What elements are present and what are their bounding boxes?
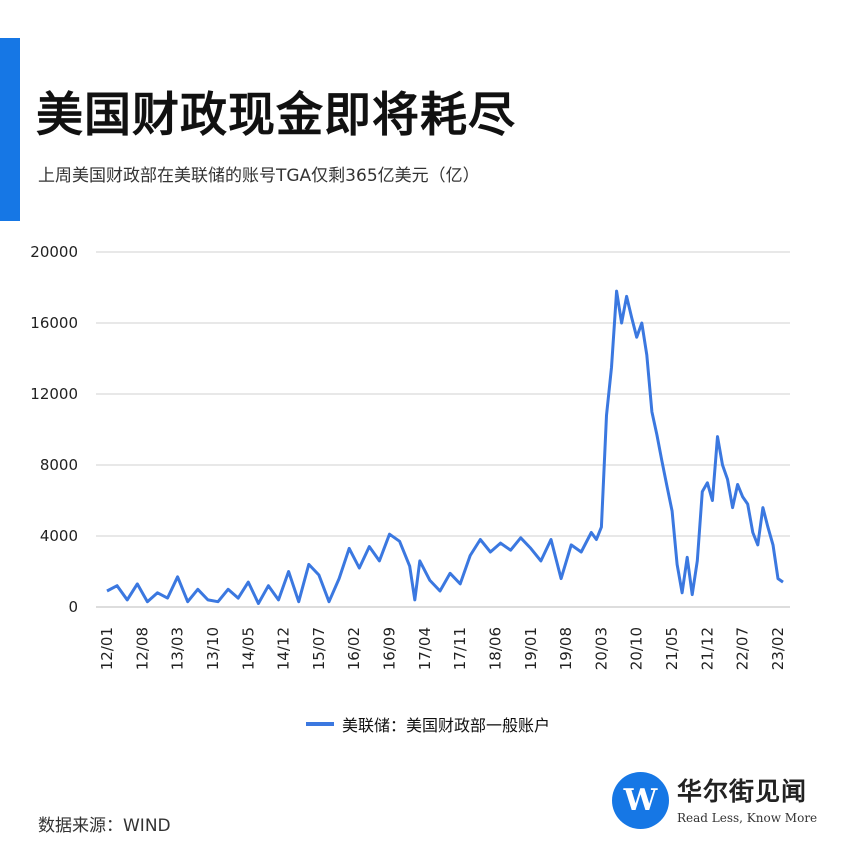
x-tick-label: 14/12 [275,627,293,670]
x-tick-label: 19/01 [522,627,540,670]
x-tick-label: 20/03 [592,627,610,670]
legend-line-swatch [306,722,334,726]
y-tick-label: 16000 [30,314,78,332]
x-tick-label: 22/07 [734,627,752,670]
series-line [106,289,784,605]
x-tick-label: 19/08 [557,627,575,670]
grid-lines [96,251,790,608]
logo-name: 华尔街见闻 [677,776,808,806]
legend-label: 美联储：美国财政部一般账户 [342,716,551,735]
y-tick-label: 8000 [40,456,78,474]
x-tick-label: 21/05 [663,627,681,670]
x-tick-label: 15/07 [310,627,328,670]
brand-logo: W 华尔街见闻 Read Less, Know More [612,772,817,829]
x-tick-label: 23/02 [769,627,787,670]
x-tick-label: 12/01 [98,627,116,670]
x-tick-label: 16/09 [381,627,399,670]
y-tick-label: 20000 [30,243,78,261]
y-axis-ticks: 0 4000 8000 12000 16000 20000 [30,243,78,616]
series-group [106,289,784,605]
x-tick-label: 20/10 [628,627,646,670]
x-tick-label: 21/12 [698,627,716,670]
x-axis-ticks: 12/01 12/08 13/03 13/10 14/05 14/12 15/07 16/02… [98,627,787,670]
logo-w-icon: W [612,772,669,829]
y-tick-label: 4000 [40,527,78,545]
chart-title: 美国财政现金即将耗尽 [36,88,516,143]
x-tick-label: 14/05 [239,627,257,670]
x-tick-label: 12/08 [133,627,151,670]
x-tick-label: 18/06 [486,627,504,670]
x-tick-label: 13/03 [169,627,187,670]
logo-slogan: Read Less, Know More [677,810,818,825]
source-note: 数据来源：WIND [38,816,171,836]
legend: 美联储：美国财政部一般账户 [306,712,550,736]
x-tick-label: 17/11 [451,627,469,670]
chart-subtitle: 上周美国财政部在美联储的账号TGA仅剩365亿美元（亿） [38,166,480,186]
title-accent-bar [0,38,20,221]
x-tick-label: 13/10 [204,627,222,670]
y-tick-label: 12000 [30,385,78,403]
y-tick-label: 0 [68,598,78,616]
x-tick-label: 17/04 [416,627,434,670]
line-chart: 0 4000 8000 12000 16000 20000 12/01 12/08 13/03… [30,243,790,670]
x-tick-label: 16/02 [345,627,363,670]
logo-text: 华尔街见闻 Read Less, Know More [677,777,817,825]
